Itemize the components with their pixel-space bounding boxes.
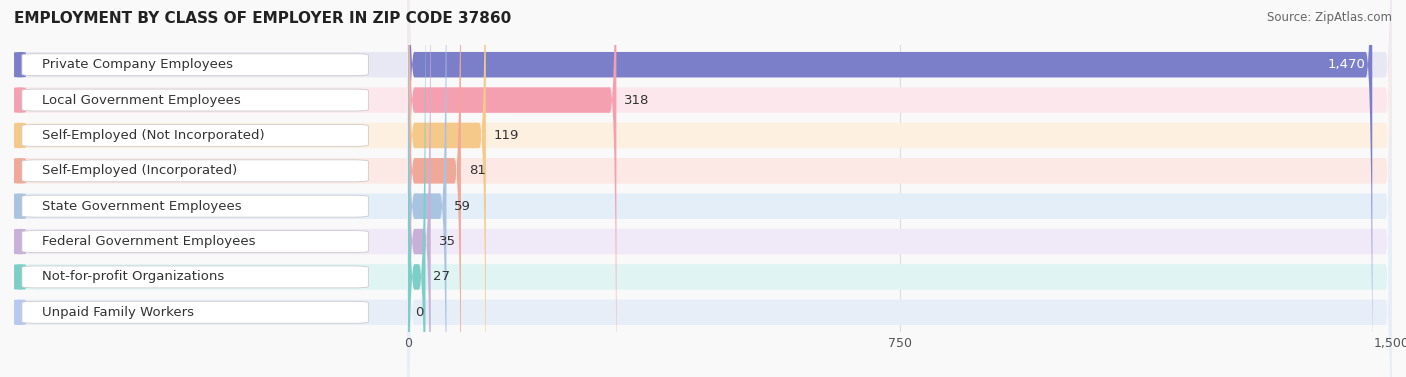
Text: Self-Employed (Incorporated): Self-Employed (Incorporated)	[42, 164, 236, 177]
Text: Source: ZipAtlas.com: Source: ZipAtlas.com	[1267, 11, 1392, 24]
FancyBboxPatch shape	[14, 123, 25, 148]
FancyBboxPatch shape	[22, 266, 368, 288]
Text: Unpaid Family Workers: Unpaid Family Workers	[42, 306, 194, 319]
FancyBboxPatch shape	[408, 0, 430, 377]
FancyBboxPatch shape	[14, 123, 408, 148]
Text: Not-for-profit Organizations: Not-for-profit Organizations	[42, 270, 224, 284]
Text: Private Company Employees: Private Company Employees	[42, 58, 232, 71]
FancyBboxPatch shape	[408, 0, 1392, 377]
FancyBboxPatch shape	[14, 87, 25, 113]
Text: EMPLOYMENT BY CLASS OF EMPLOYER IN ZIP CODE 37860: EMPLOYMENT BY CLASS OF EMPLOYER IN ZIP C…	[14, 11, 512, 26]
FancyBboxPatch shape	[14, 52, 25, 77]
FancyBboxPatch shape	[408, 0, 1392, 377]
FancyBboxPatch shape	[22, 160, 368, 182]
FancyBboxPatch shape	[22, 124, 368, 146]
FancyBboxPatch shape	[408, 0, 1392, 377]
FancyBboxPatch shape	[22, 54, 368, 76]
Text: 0: 0	[416, 306, 425, 319]
FancyBboxPatch shape	[22, 89, 368, 111]
Text: 27: 27	[433, 270, 450, 284]
Text: 81: 81	[468, 164, 485, 177]
FancyBboxPatch shape	[14, 158, 408, 184]
FancyBboxPatch shape	[14, 158, 25, 184]
Text: State Government Employees: State Government Employees	[42, 200, 242, 213]
FancyBboxPatch shape	[22, 195, 368, 217]
FancyBboxPatch shape	[14, 193, 25, 219]
Text: 119: 119	[494, 129, 519, 142]
Text: 35: 35	[439, 235, 456, 248]
FancyBboxPatch shape	[408, 0, 616, 377]
FancyBboxPatch shape	[408, 0, 447, 377]
FancyBboxPatch shape	[14, 264, 25, 290]
FancyBboxPatch shape	[408, 0, 1392, 377]
Text: Self-Employed (Not Incorporated): Self-Employed (Not Incorporated)	[42, 129, 264, 142]
Text: 1,470: 1,470	[1327, 58, 1365, 71]
FancyBboxPatch shape	[408, 0, 1392, 377]
FancyBboxPatch shape	[408, 0, 1392, 377]
FancyBboxPatch shape	[408, 0, 426, 377]
Text: Federal Government Employees: Federal Government Employees	[42, 235, 254, 248]
FancyBboxPatch shape	[408, 0, 1392, 377]
FancyBboxPatch shape	[22, 231, 368, 253]
Text: 318: 318	[624, 93, 650, 107]
FancyBboxPatch shape	[22, 301, 368, 323]
FancyBboxPatch shape	[14, 300, 25, 325]
FancyBboxPatch shape	[14, 264, 408, 290]
FancyBboxPatch shape	[14, 52, 408, 77]
FancyBboxPatch shape	[408, 0, 1372, 377]
Text: Local Government Employees: Local Government Employees	[42, 93, 240, 107]
FancyBboxPatch shape	[408, 0, 1392, 377]
FancyBboxPatch shape	[14, 229, 25, 254]
FancyBboxPatch shape	[14, 300, 408, 325]
FancyBboxPatch shape	[14, 229, 408, 254]
FancyBboxPatch shape	[14, 87, 408, 113]
FancyBboxPatch shape	[14, 193, 408, 219]
FancyBboxPatch shape	[408, 0, 461, 377]
Text: 59: 59	[454, 200, 471, 213]
FancyBboxPatch shape	[408, 0, 486, 377]
